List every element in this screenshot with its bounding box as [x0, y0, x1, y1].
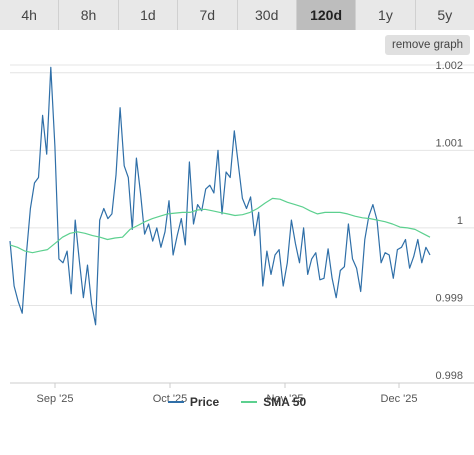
- y-tick-label: 0.999: [435, 292, 463, 304]
- series-sma-line: [9, 197, 431, 254]
- x-tick-label: Nov '25: [267, 393, 304, 405]
- tab-5y[interactable]: 5y: [415, 0, 474, 30]
- x-tick-label: Sep '25: [37, 393, 74, 405]
- timeframe-tabs: 4h 8h 1d 7d 30d 120d 1y 5y: [0, 0, 474, 30]
- legend-item-sma[interactable]: SMA 50: [241, 395, 306, 409]
- tab-1y[interactable]: 1y: [356, 0, 416, 30]
- y-tick-label: 1.001: [435, 137, 463, 149]
- remove-graph-button[interactable]: remove graph: [385, 35, 470, 55]
- y-tick-label: 1.002: [435, 60, 463, 72]
- legend-item-price[interactable]: Price: [167, 395, 220, 409]
- tab-120d[interactable]: 120d: [296, 0, 357, 30]
- x-tick-label: Dec '25: [381, 393, 418, 405]
- legend-swatch-sma: [241, 401, 258, 403]
- legend-label-sma: SMA 50: [263, 395, 307, 409]
- tab-1d[interactable]: 1d: [118, 0, 179, 30]
- tab-8h[interactable]: 8h: [59, 0, 119, 30]
- tab-30d[interactable]: 30d: [237, 0, 297, 30]
- tab-7d[interactable]: 7d: [178, 0, 238, 30]
- y-tick-label: 1: [457, 215, 463, 227]
- y-tick-label: 0.998: [435, 370, 463, 382]
- series-price-line: [9, 66, 431, 326]
- chart-legend: Price SMA 50: [0, 392, 474, 412]
- legend-swatch-price: [167, 401, 184, 403]
- legend-label-price: Price: [189, 395, 220, 409]
- tab-4h[interactable]: 4h: [0, 0, 60, 30]
